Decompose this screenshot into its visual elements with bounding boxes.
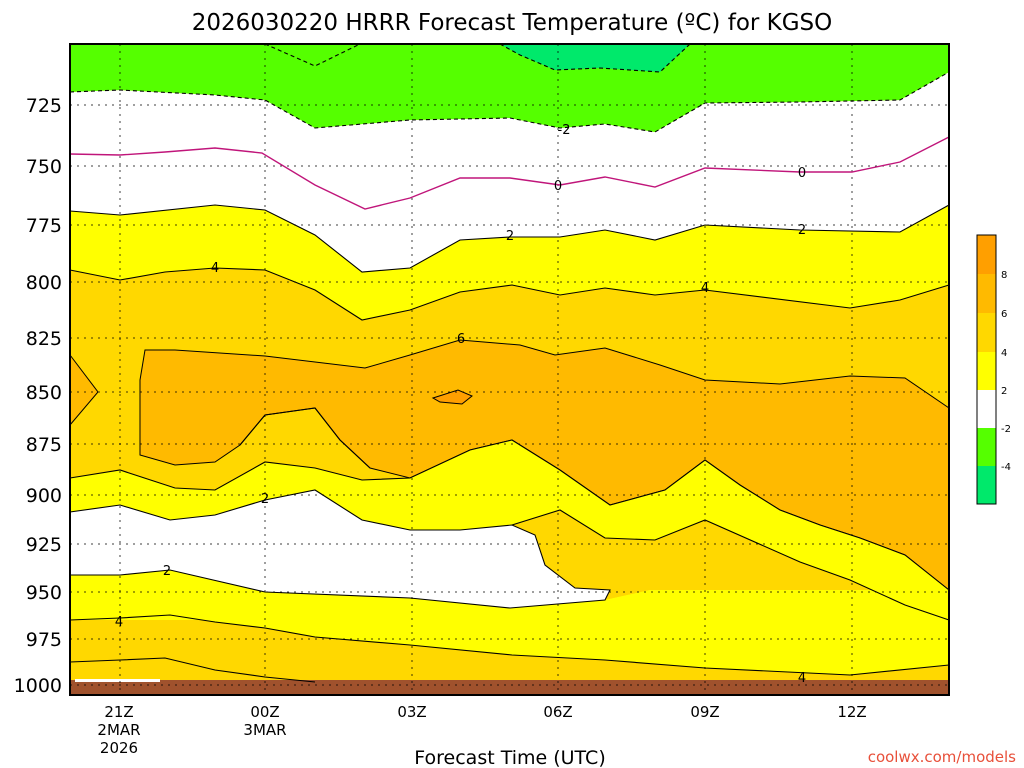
contour-label: 2: [163, 564, 171, 579]
x-tick-label: 03Z: [397, 703, 426, 721]
x-tick-sublabel: 3MAR: [243, 721, 286, 739]
contour-label: 2: [506, 229, 514, 244]
x-axis: 21Z 2MAR 2026 00Z 3MAR 03Z 06Z 09Z 12Z: [97, 703, 866, 757]
fill-minus4-to-minus2: [70, 44, 949, 132]
contour-lines: [69, 43, 950, 683]
y-tick-label: 1000: [14, 675, 62, 697]
contour-minus2: [69, 71, 950, 133]
y-tick-label: 850: [26, 382, 62, 404]
fill-2-to-4-near-surface: [70, 570, 949, 675]
contour-label-group: -2 0 0 2 2 4 4 6 2 2 4 4: [115, 123, 806, 686]
y-tick-label: 900: [26, 485, 62, 507]
x-tick-label: 12Z: [837, 703, 866, 721]
x-axis-title: Forecast Time (UTC): [414, 747, 605, 768]
x-tick-label: 09Z: [690, 703, 719, 721]
credit-text: coolwx.com/models: [868, 748, 1016, 766]
contour-4-mid: [239, 407, 371, 469]
colorbar-bin: [977, 390, 996, 428]
y-tick-label: 825: [26, 328, 62, 350]
surface-white-streak: [75, 679, 160, 682]
contour-label: 2: [798, 223, 806, 238]
contour-0: [69, 136, 950, 210]
y-tick-label: 875: [26, 434, 62, 456]
colorbar: 8 6 4 2 -2 -4: [976, 234, 1011, 505]
y-tick-label: 725: [26, 95, 62, 117]
colorbar-label: 8: [1001, 270, 1007, 281]
contour-label: 4: [701, 281, 709, 296]
y-tick-label: 775: [26, 215, 62, 237]
colorbar-label: 6: [1001, 309, 1007, 320]
contour-6-surface: [69, 657, 316, 683]
contour-label: 4: [798, 671, 806, 686]
x-tick-sublabel: 2MAR: [97, 721, 140, 739]
fill-minus2-to-2-lower: [70, 490, 610, 608]
contour-2-lower-a: [69, 489, 611, 609]
contour-label: -2: [558, 123, 571, 138]
contour-label: 4: [115, 615, 123, 630]
fill-8-to-10: [431, 389, 473, 405]
colorbar-bin: [977, 235, 996, 274]
x-tick-label: 06Z: [543, 703, 572, 721]
plot-area: -2 0 0 2 2 4 4 6 2 2 4 4: [69, 43, 950, 696]
contour-4-upper: [69, 267, 950, 321]
contour-4-lower-b: [69, 614, 950, 676]
colorbar-frame: [976, 234, 997, 505]
fill-2-to-4-lower: [70, 440, 949, 620]
contour-label: 0: [554, 179, 562, 194]
x-tick-label: 21Z: [104, 703, 133, 721]
contour-label: 2: [261, 492, 269, 507]
colorbar-bin: [977, 466, 996, 504]
fill-below-minus4: [500, 44, 690, 72]
contour-label: 6: [457, 332, 465, 347]
colorbar-bin: [977, 313, 996, 352]
chart-title: 2026030220 HRRR Forecast Temperature (ºC…: [192, 10, 833, 36]
plot-frame: [69, 43, 950, 696]
y-axis: 725 750 775 800 825 850 875 900 925 950 …: [14, 95, 62, 697]
colorbar-bin: [977, 428, 996, 466]
contour-2-upper: [69, 204, 950, 273]
colorbar-bin: [977, 352, 996, 390]
colorbar-label: -4: [1001, 462, 1011, 473]
y-tick-label: 925: [26, 534, 62, 556]
colorbar-label: -2: [1001, 424, 1011, 435]
colorbar-label: 4: [1001, 348, 1007, 359]
x-tick-sublabel: 2026: [100, 739, 138, 757]
ground-surface: [70, 680, 949, 695]
y-tick-label: 750: [26, 156, 62, 178]
contour-label: 0: [798, 166, 806, 181]
contour-label: 4: [211, 261, 219, 276]
contour-4-lower-c: [511, 509, 950, 621]
y-tick-label: 950: [26, 582, 62, 604]
contour-4-lower-a: [69, 439, 950, 591]
y-tick-label: 975: [26, 629, 62, 651]
x-tick-label: 00Z: [250, 703, 279, 721]
fill-2-to-4-upper: [70, 205, 949, 320]
colorbar-label: 2: [1001, 386, 1007, 397]
y-tick-label: 800: [26, 272, 62, 294]
colorbar-bin: [977, 274, 996, 313]
